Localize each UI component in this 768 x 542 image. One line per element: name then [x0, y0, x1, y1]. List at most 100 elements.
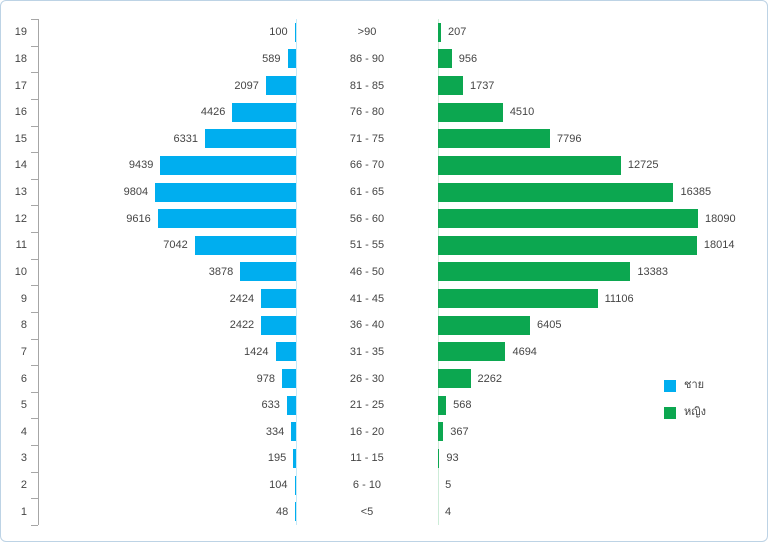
age-group-label: 61 - 65 [349, 186, 385, 199]
row-axis-tick [31, 45, 38, 47]
male-bar[interactable] [232, 102, 296, 122]
female-bar[interactable] [438, 129, 551, 149]
age-group-label: >90 [357, 26, 377, 39]
age-group-label: 36 - 40 [349, 319, 385, 332]
male-value-label: 589 [262, 52, 281, 65]
age-group-label: 66 - 70 [349, 159, 385, 172]
female-value-label: 4510 [509, 106, 535, 119]
male-value-label: 978 [256, 372, 275, 385]
male-value-label: 9804 [123, 186, 149, 199]
legend-item-female[interactable]: หญิง [664, 406, 706, 419]
male-bar[interactable] [240, 262, 296, 282]
row-index-label: 14 [14, 159, 27, 172]
male-bar[interactable] [194, 235, 296, 255]
male-value-label: 4426 [200, 106, 226, 119]
legend-label-female: หญิง [684, 406, 706, 418]
row-axis-tick [31, 205, 38, 207]
male-bar[interactable] [160, 155, 296, 175]
age-group-label: 86 - 90 [349, 52, 385, 65]
male-bar[interactable] [205, 129, 296, 149]
female-value-label: 5 [445, 479, 452, 492]
female-value-label: 18014 [703, 239, 735, 252]
female-bar[interactable] [438, 102, 503, 122]
female-value-label: 16385 [680, 186, 712, 199]
male-baseline [296, 19, 297, 525]
male-value-label: 195 [267, 452, 287, 465]
row-axis-tick [31, 338, 38, 340]
female-value-label: 13383 [637, 265, 668, 278]
male-value-label: 2424 [229, 292, 255, 305]
row-axis-tick [31, 445, 38, 447]
row-axis-tick [31, 232, 38, 234]
male-value-label: 2097 [234, 79, 259, 92]
row-index-label: 16 [14, 106, 27, 119]
female-bar[interactable] [438, 422, 444, 442]
male-value-label: 6331 [173, 132, 198, 145]
male-bar[interactable] [294, 22, 296, 42]
row-index-label: 3 [20, 452, 27, 465]
female-bar[interactable] [438, 289, 598, 309]
male-bar[interactable] [261, 289, 296, 309]
female-bar[interactable] [438, 369, 471, 388]
male-bar[interactable] [265, 76, 296, 96]
row-axis-tick [31, 471, 38, 473]
female-bar[interactable] [438, 448, 440, 468]
age-group-label: 6 - 10 [352, 479, 382, 492]
female-value-label: 4 [445, 505, 452, 518]
female-bar[interactable] [438, 315, 531, 335]
male-bar[interactable] [295, 502, 296, 522]
female-bar[interactable] [438, 262, 631, 282]
male-bar[interactable] [157, 209, 296, 229]
female-bar[interactable] [438, 49, 452, 69]
male-bar[interactable] [281, 369, 296, 388]
female-bar[interactable] [438, 182, 674, 202]
female-value-label: 12725 [627, 159, 659, 172]
age-group-label: 56 - 60 [349, 212, 385, 225]
legend-item-male[interactable]: ชาย [664, 379, 706, 392]
male-bar[interactable] [293, 448, 296, 468]
row-axis-tick [31, 125, 38, 127]
age-group-label: 51 - 55 [349, 239, 385, 252]
row-axis-tick [31, 524, 38, 526]
female-bar[interactable] [438, 76, 463, 96]
age-group-label: 16 - 20 [349, 425, 385, 438]
male-bar[interactable] [261, 315, 296, 335]
female-value-label: 207 [447, 26, 467, 39]
row-index-label: 8 [20, 319, 27, 332]
male-bar[interactable] [155, 182, 296, 202]
row-index-label: 2 [20, 479, 27, 492]
row-index-label: 10 [14, 265, 27, 278]
age-group-label: 31 - 35 [349, 345, 385, 358]
male-bar[interactable] [287, 49, 296, 69]
female-bar[interactable] [438, 395, 447, 415]
female-value-label: 18090 [705, 212, 736, 225]
male-value-label: 3878 [208, 265, 234, 278]
female-value-label: 2262 [477, 372, 502, 385]
female-bar[interactable] [438, 235, 697, 255]
row-index-label: 19 [14, 26, 27, 39]
age-group-label: 21 - 25 [349, 399, 385, 412]
female-value-label: 568 [453, 399, 472, 412]
female-value-label: 93 [446, 452, 459, 465]
male-value-label: 633 [261, 399, 280, 412]
row-axis-tick [31, 98, 38, 100]
age-group-label: 46 - 50 [349, 265, 385, 278]
female-bar[interactable] [438, 22, 441, 42]
age-group-label: 11 - 15 [350, 452, 384, 465]
male-bar[interactable] [294, 475, 296, 495]
male-bar[interactable] [275, 342, 296, 362]
male-value-label: 334 [265, 425, 285, 438]
female-value-label: 367 [450, 425, 469, 438]
female-value-label: 956 [458, 52, 478, 65]
row-axis-tick [31, 152, 38, 154]
row-axis-tick [31, 178, 38, 180]
age-group-label: 26 - 30 [349, 372, 385, 385]
female-bar[interactable] [438, 155, 621, 175]
row-axis-tick [31, 365, 38, 367]
female-bar[interactable] [438, 209, 698, 229]
male-value-label: 2422 [229, 319, 255, 332]
female-bar[interactable] [438, 342, 506, 362]
male-bar[interactable] [286, 395, 296, 415]
male-bar[interactable] [291, 422, 296, 442]
row-index-label: 11 [15, 239, 27, 252]
